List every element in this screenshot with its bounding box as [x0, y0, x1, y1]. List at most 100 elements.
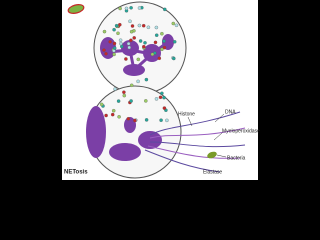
nucleus-lobe — [86, 106, 106, 158]
granule — [136, 79, 140, 84]
granule — [162, 39, 166, 43]
granule — [157, 56, 162, 61]
granule — [143, 41, 147, 45]
dna-strand — [149, 127, 246, 139]
granule — [137, 6, 142, 10]
granule — [141, 23, 146, 28]
granule — [163, 7, 167, 12]
screenshot: NETosis Histone DNA Myeloperoxidase Bact… — [62, 0, 261, 180]
granule — [129, 29, 134, 34]
granule — [112, 52, 116, 57]
granule — [124, 6, 129, 11]
granule — [113, 87, 117, 91]
granule — [116, 99, 121, 103]
granules — [99, 5, 179, 123]
granule — [130, 24, 135, 28]
granule — [137, 23, 142, 28]
dna-strand — [144, 149, 221, 173]
pointers — [187, 113, 227, 158]
granule — [129, 83, 134, 88]
label-dna: DNA — [225, 109, 236, 115]
granule — [129, 38, 133, 43]
granule — [144, 77, 149, 82]
granule — [144, 118, 149, 122]
bacterium — [207, 151, 217, 159]
granule — [144, 99, 148, 103]
granule — [119, 41, 123, 46]
nucleus-bottom — [86, 106, 162, 161]
dna-strand — [147, 145, 241, 159]
granule — [154, 33, 159, 37]
pointer — [216, 154, 227, 158]
label-bacteria: Bacteria — [227, 155, 246, 161]
granule — [136, 57, 141, 62]
granule — [129, 6, 133, 10]
granule — [126, 41, 131, 46]
granule — [129, 99, 133, 103]
granule — [172, 40, 177, 44]
granule — [104, 113, 108, 118]
nucleus-link — [107, 40, 169, 73]
dna-strands — [144, 111, 246, 173]
granule — [150, 52, 155, 57]
granule — [142, 44, 146, 49]
granule — [126, 117, 131, 121]
label-histone: Histone — [178, 111, 195, 117]
granule — [118, 6, 122, 11]
granule — [162, 45, 167, 50]
granule — [171, 21, 176, 26]
pointer — [213, 132, 223, 141]
granule — [174, 23, 179, 28]
granule — [153, 40, 158, 45]
label-elastase: Elastase — [203, 169, 222, 175]
nucleus-lobe — [109, 143, 141, 161]
pointer — [187, 116, 193, 127]
granule — [104, 51, 108, 56]
granule — [154, 25, 159, 30]
granule — [165, 118, 169, 123]
granule — [127, 45, 131, 50]
granule — [162, 106, 167, 110]
granule — [118, 38, 123, 42]
granule — [112, 46, 117, 50]
granule — [122, 90, 126, 94]
nucleus-lobe — [124, 117, 136, 133]
granule — [111, 108, 116, 113]
granule — [116, 31, 120, 36]
granule — [162, 95, 166, 100]
granule — [160, 47, 164, 52]
granule — [110, 112, 115, 117]
granule — [160, 31, 164, 36]
nucleus-lobe — [138, 131, 162, 149]
nucleus-lobe — [100, 37, 116, 59]
dna-strand — [149, 141, 246, 148]
granule — [114, 23, 119, 28]
granule — [102, 48, 106, 52]
dna-strand — [149, 111, 241, 136]
page: NETosis Histone DNA Myeloperoxidase Bact… — [62, 0, 261, 180]
granule — [112, 41, 117, 46]
granule — [158, 95, 163, 100]
granule — [124, 57, 128, 61]
granule — [160, 91, 164, 96]
label-myeloperoxidase: Myeloperoxidase — [222, 128, 260, 134]
granule — [138, 39, 143, 43]
bacteria-icon — [67, 4, 85, 14]
pointer — [214, 113, 225, 123]
granule — [172, 56, 176, 61]
granule — [112, 27, 116, 32]
label-netosis: NETosis — [64, 170, 88, 176]
granule — [108, 40, 112, 44]
granule — [122, 93, 127, 98]
granule — [128, 19, 132, 24]
granule — [146, 25, 151, 30]
granule — [133, 118, 137, 123]
granule — [102, 29, 107, 34]
granule — [154, 97, 159, 101]
granule — [159, 118, 163, 122]
granule — [118, 22, 122, 27]
granule — [117, 115, 121, 119]
granule — [120, 44, 124, 49]
granule — [132, 36, 136, 40]
granule — [99, 102, 104, 107]
